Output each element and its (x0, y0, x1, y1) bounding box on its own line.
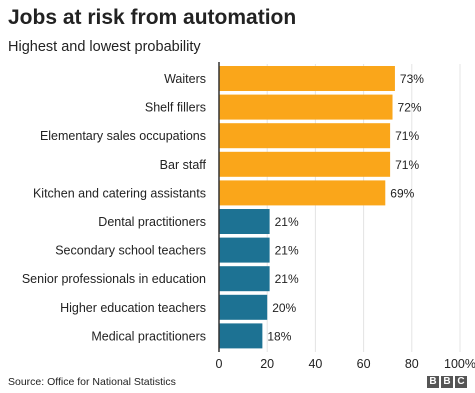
bar (219, 266, 270, 292)
bar (219, 237, 270, 263)
x-tick-label: 80 (405, 357, 419, 371)
category-label: Shelf fillers (145, 101, 206, 115)
category-label: Bar staff (160, 158, 207, 172)
chart-title: Jobs at risk from automation (8, 6, 297, 29)
category-label: Waiters (164, 72, 206, 86)
category-label: Higher education teachers (60, 301, 206, 315)
bbc-logo-letter-1: B (427, 376, 439, 388)
x-tick-label: 100% (444, 357, 475, 371)
bbc-logo-letter-2: B (441, 376, 453, 388)
category-label: Elementary sales occupations (40, 129, 206, 143)
x-tick-label: 60 (357, 357, 371, 371)
value-label: 21% (275, 215, 299, 229)
value-label: 21% (275, 244, 299, 258)
value-label: 72% (398, 101, 422, 115)
bbc-logo-letter-3: C (455, 376, 467, 388)
value-label: 18% (267, 329, 291, 343)
value-label: 21% (275, 272, 299, 286)
bar (219, 294, 268, 320)
bar (219, 209, 270, 234)
x-tick-label: 0 (216, 357, 223, 371)
bar (219, 66, 395, 91)
value-label: 71% (395, 129, 419, 143)
bar (219, 323, 263, 349)
x-tick-label: 40 (308, 357, 322, 371)
value-label: 69% (390, 186, 414, 200)
bbc-logo: B B C (427, 376, 467, 388)
source-note: Source: Office for National Statistics (8, 376, 176, 388)
value-label: 73% (400, 72, 424, 86)
value-label: 71% (395, 158, 419, 172)
bar (219, 180, 386, 206)
bar (219, 94, 393, 120)
category-label: Dental practitioners (98, 215, 206, 229)
bar (219, 123, 391, 149)
bar (219, 151, 391, 177)
category-label: Medical practitioners (91, 329, 206, 343)
x-tick-label: 20 (260, 357, 274, 371)
category-label: Senior professionals in education (22, 272, 206, 286)
chart-subtitle: Highest and lowest probability (8, 39, 201, 55)
category-label: Secondary school teachers (55, 244, 206, 258)
category-label: Kitchen and catering assistants (33, 186, 206, 200)
value-label: 20% (272, 301, 296, 315)
